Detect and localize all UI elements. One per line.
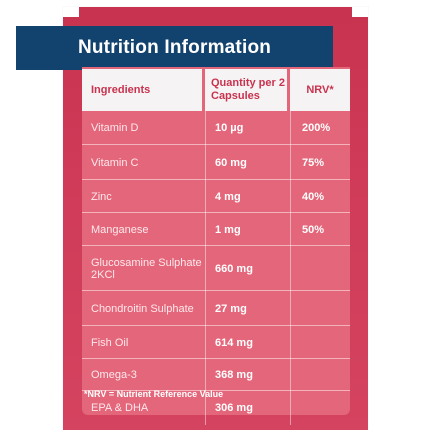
panel-notch-left bbox=[63, 7, 79, 17]
quantity-cell: 1 mg bbox=[205, 213, 290, 246]
nrv-cell: 75% bbox=[290, 145, 350, 180]
nrv-cell: 200% bbox=[290, 111, 350, 145]
ingredient-cell: Zinc bbox=[91, 190, 112, 203]
table-row: Manganese 1 mg 50% bbox=[82, 213, 350, 246]
row-divider bbox=[82, 358, 350, 359]
ingredient-cell: EPA & DHA bbox=[91, 402, 149, 414]
ingredient-cell: Vitamin C bbox=[91, 156, 139, 169]
quantity-cell: 10 µg bbox=[205, 111, 290, 145]
column-header-nrv: NRV* bbox=[290, 69, 350, 111]
table-row: Fish Oil 614 mg bbox=[82, 326, 350, 359]
column-header-quantity: Quantity per 2 Capsules bbox=[205, 69, 287, 111]
table-row: Omega-3 368 mg bbox=[82, 359, 350, 391]
nrv-cell: 40% bbox=[290, 180, 350, 213]
table-row: Zinc 4 mg 40% bbox=[82, 180, 350, 213]
quantity-cell: 660 mg bbox=[205, 246, 290, 291]
quantity-cell: 306 mg bbox=[205, 391, 290, 425]
row-divider bbox=[82, 325, 350, 326]
row-divider bbox=[82, 290, 350, 291]
row-divider bbox=[82, 179, 350, 180]
quantity-cell: 614 mg bbox=[205, 326, 290, 359]
ingredient-cell: Chondroitin Sulphate bbox=[91, 302, 194, 315]
ingredient-cell: Vitamin D bbox=[91, 122, 139, 134]
ingredient-cell: Omega-3 bbox=[91, 369, 137, 381]
row-divider bbox=[82, 144, 350, 145]
nrv-cell bbox=[290, 291, 350, 326]
row-divider bbox=[82, 390, 350, 391]
table-row: Vitamin D 10 µg 200% bbox=[82, 111, 350, 145]
table-row: Chondroitin Sulphate 27 mg bbox=[82, 291, 350, 326]
column-header-ingredients: Ingredients bbox=[82, 69, 202, 111]
quantity-cell: 368 mg bbox=[205, 359, 290, 391]
quantity-cell: 4 mg bbox=[205, 180, 290, 213]
nrv-cell bbox=[290, 359, 350, 391]
table-row: EPA & DHA 306 mg bbox=[82, 391, 350, 425]
nrv-cell bbox=[290, 246, 350, 291]
ingredient-cell: Glucosamine Sulphate 2KCl bbox=[91, 256, 202, 281]
row-divider bbox=[82, 212, 350, 213]
table-row: Vitamin C 60 mg 75% bbox=[82, 145, 350, 180]
panel-notch-right bbox=[352, 7, 368, 17]
nutrition-table: Ingredients Quantity per 2 Capsules NRV*… bbox=[82, 67, 350, 425]
nrv-cell bbox=[290, 391, 350, 425]
ingredient-cell: Manganese bbox=[91, 223, 149, 236]
nrv-cell bbox=[290, 326, 350, 359]
page-title: Nutrition Information bbox=[77, 37, 272, 58]
table-row: Glucosamine Sulphate 2KCl 660 mg bbox=[82, 246, 350, 291]
quantity-cell: 27 mg bbox=[205, 291, 290, 326]
ingredient-cell: Fish Oil bbox=[91, 336, 129, 349]
row-divider bbox=[82, 245, 350, 246]
nrv-footnote: *NRV = Nutrient Reference Value bbox=[84, 389, 224, 399]
nutrition-title-banner: Nutrition Information bbox=[16, 26, 333, 70]
quantity-cell: 60 mg bbox=[205, 145, 290, 180]
nrv-cell: 50% bbox=[290, 213, 350, 246]
